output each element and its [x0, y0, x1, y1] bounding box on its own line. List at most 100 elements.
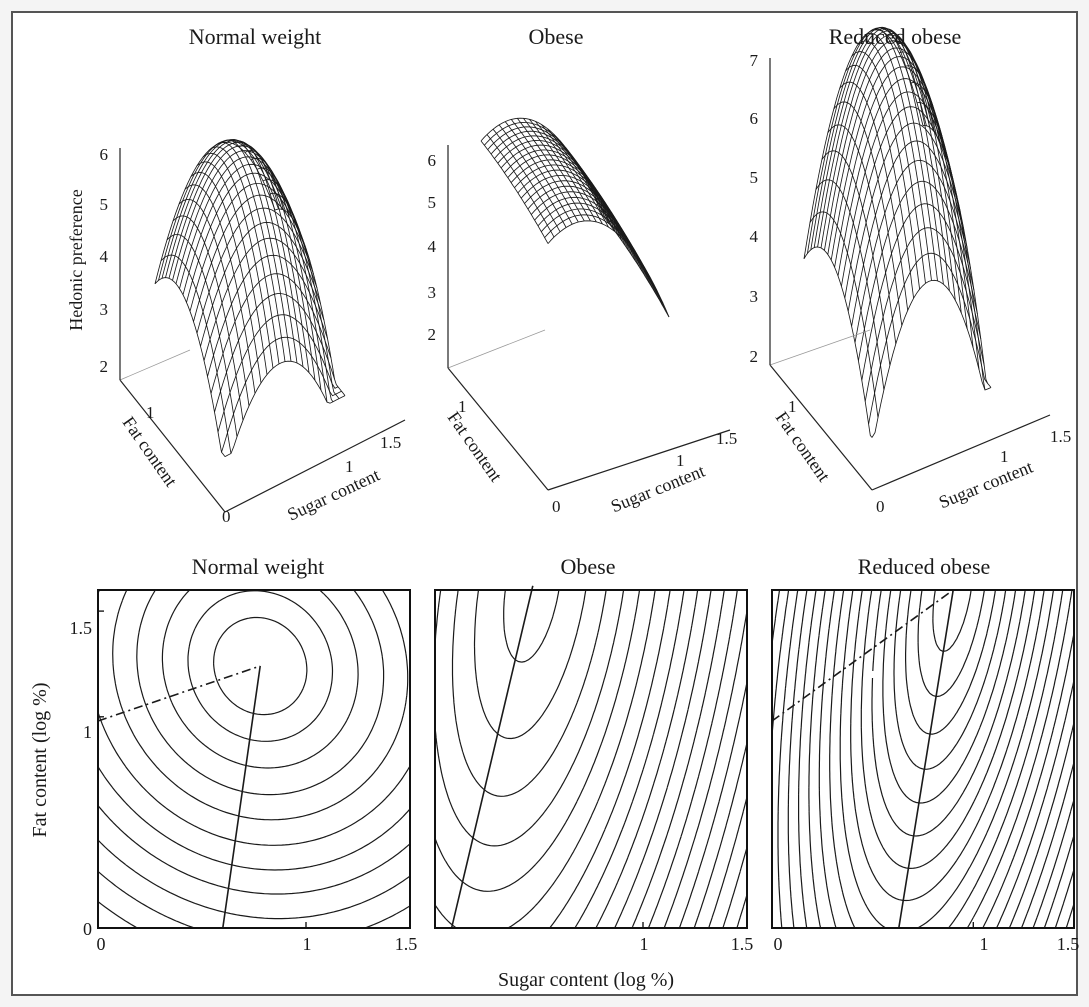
x-tick-label: 1.5 — [395, 934, 418, 954]
mesh-line — [510, 119, 579, 223]
contour-line — [187, 590, 334, 742]
base-axis-right — [224, 419, 406, 513]
ridge-line-solid — [898, 589, 954, 929]
panel-title: Normal weight — [189, 24, 322, 49]
z-tick-label: 4 — [100, 247, 109, 266]
mesh-line — [863, 32, 932, 281]
contour-line — [97, 589, 411, 846]
base-axis-left — [769, 364, 873, 491]
base-axis-left — [447, 367, 549, 491]
y-tick-label: 0 — [83, 919, 92, 939]
y-tick-label: 0 — [552, 497, 561, 516]
z-tick-label: 3 — [100, 300, 109, 319]
contour-line — [451, 589, 607, 797]
contour-line — [839, 589, 1055, 929]
mesh-line — [220, 139, 292, 362]
z-axis-label: Hedonic preference — [66, 189, 86, 330]
mesh-line — [250, 157, 322, 391]
x-axis-label: Sugar content (log %) — [498, 969, 674, 991]
panel-title: Obese — [529, 24, 584, 49]
x-tick-label: 1.5 — [380, 433, 401, 452]
mesh-line — [887, 33, 956, 301]
contour-panel-obese: Obese 1 1.5 Sugar content (log %) — [434, 554, 754, 991]
x-tick-label: 1.5 — [731, 934, 754, 954]
y-tick-label: 0 — [876, 497, 885, 516]
y-tick-label: 1 — [788, 397, 797, 416]
z-tick-label: 3 — [750, 287, 759, 306]
mesh-line — [821, 150, 891, 366]
mesh-line — [893, 40, 962, 314]
y-tick-label: 1 — [146, 403, 155, 422]
mesh-line — [208, 146, 280, 364]
x-tick-label: 1 — [980, 934, 989, 954]
contour-lines — [434, 585, 748, 929]
x-tick-label: 1.5 — [716, 429, 737, 448]
mesh-line — [541, 124, 609, 228]
panel-title: Obese — [561, 554, 616, 579]
contour-line — [97, 870, 411, 929]
contour-line — [97, 839, 411, 920]
x-tick-label: 1.5 — [1057, 934, 1080, 954]
mesh-line — [899, 51, 968, 329]
mesh-line — [851, 51, 921, 290]
mesh-line — [815, 179, 885, 390]
y-tick-label: 1 — [83, 722, 92, 742]
contour-line — [722, 847, 748, 929]
contour-line — [871, 589, 1026, 837]
mesh-line — [833, 101, 903, 326]
mesh-line — [857, 40, 926, 284]
y-tick-label: 1 — [458, 397, 467, 416]
mesh-line — [595, 200, 664, 304]
contour-line — [663, 610, 748, 929]
mesh-line — [268, 192, 340, 399]
mesh-line — [839, 81, 909, 311]
contour-line — [161, 589, 359, 769]
z-tick-label: 6 — [428, 151, 437, 170]
contour-line — [549, 589, 671, 929]
contour-line — [905, 589, 996, 735]
contour-line — [882, 589, 1017, 804]
ridge-line-solid — [450, 585, 534, 929]
plot-frame — [434, 589, 748, 929]
contour-line — [503, 589, 560, 663]
z-tick-label: 6 — [750, 109, 759, 128]
base-axis-back — [769, 329, 871, 366]
contour-line — [434, 589, 625, 847]
z-tick-label: 2 — [100, 357, 109, 376]
x-tick-label: 1.5 — [1050, 427, 1071, 446]
contour-lines — [97, 589, 411, 929]
mesh-line — [803, 246, 873, 438]
contour-line — [787, 589, 1075, 929]
mesh-line — [166, 234, 238, 437]
base-axis-back — [447, 329, 546, 369]
plot-frame — [771, 589, 1075, 929]
contour-line — [818, 589, 1073, 929]
contour-line — [647, 589, 738, 929]
plot-frame — [97, 589, 411, 929]
z-tick-label: 3 — [428, 283, 437, 302]
panel-title: Normal weight — [192, 554, 325, 579]
contour-line — [595, 589, 699, 929]
contour-line — [932, 589, 972, 652]
contour-panel-normal-weight: Normal weight 1.5 1 0 0 1 1.5 Fat conten… — [29, 554, 417, 954]
mesh-line — [232, 140, 304, 367]
surface-mesh — [480, 117, 670, 318]
contour-line — [97, 766, 411, 871]
z-tick-label: 5 — [428, 193, 437, 212]
y-tick-label: 0 — [222, 507, 231, 526]
mesh-line — [262, 179, 334, 402]
mesh-line — [601, 214, 670, 318]
x-tick-label: 1 — [676, 451, 685, 470]
mesh-line — [202, 152, 274, 369]
base-axis-right — [547, 429, 731, 491]
contour-line — [829, 589, 1064, 929]
x-tick-label: 0 — [774, 934, 783, 954]
mesh-line — [535, 121, 603, 225]
z-tick-label: 5 — [750, 168, 759, 187]
mesh-line — [480, 140, 549, 244]
z-tick-label: 7 — [750, 51, 759, 70]
z-tick-label: 4 — [428, 237, 437, 256]
surface-mesh — [803, 26, 992, 438]
x-tick-label: 1 — [640, 934, 649, 954]
